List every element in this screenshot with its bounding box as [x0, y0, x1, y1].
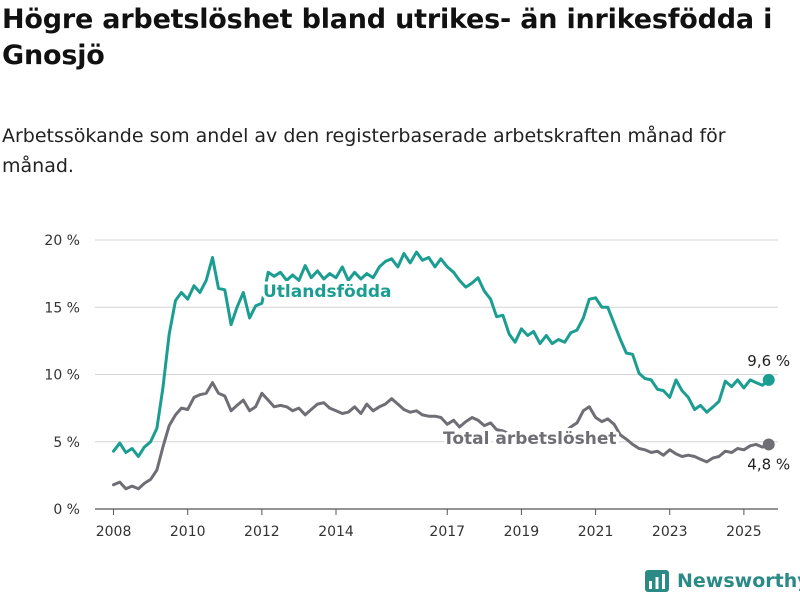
x-tick-label: 2017 [429, 524, 465, 540]
x-tick-label: 2010 [170, 524, 206, 540]
series-label-total: Total arbetslöshet [443, 429, 617, 449]
grid-lines [95, 239, 778, 510]
y-tick-label: 15 % [44, 300, 80, 316]
bar-chart-logo-icon [645, 570, 669, 592]
y-tick-label: 10 % [44, 368, 80, 384]
x-tick-label: 2008 [96, 524, 132, 540]
end-value-label-utlandsfodda: 9,6 % [747, 352, 790, 370]
chart-subtitle: Arbetssökande som andel av den registerb… [2, 125, 726, 177]
series-labels: Utlandsfödda Total arbetslöshet 9,6 % 4,8 % [260, 279, 790, 473]
x-axis-ticks: 2008 2010 2012 2014 2017 2019 2021 2023 2025 [96, 509, 762, 540]
x-tick-label: 2014 [318, 524, 354, 540]
series-lines [112, 250, 775, 491]
chart-title: Högre arbetslöshet bland utrikes- än inr… [2, 4, 773, 71]
series-line-0 [112, 250, 771, 458]
y-tick-label: 20 % [44, 233, 80, 249]
series-end-point-1 [762, 438, 775, 451]
end-value-label-total: 4,8 % [747, 455, 790, 473]
newsworthy-brand[interactable]: Newsworthy [645, 568, 800, 594]
x-tick-label: 2023 [652, 524, 688, 540]
series-end-point-0 [762, 373, 775, 386]
brand-name: Newsworthy [677, 570, 800, 592]
y-axis-ticks: 0 % 5 % 10 % 15 % 20 % [44, 233, 80, 518]
y-tick-label: 5 % [53, 435, 80, 451]
x-tick-label: 2012 [244, 524, 280, 540]
x-tick-label: 2019 [504, 524, 540, 540]
y-tick-label: 0 % [53, 502, 80, 518]
series-label-utlandsfodda: Utlandsfödda [263, 282, 392, 302]
series-line-1 [112, 381, 771, 491]
x-tick-label: 2021 [578, 524, 614, 540]
x-tick-label: 2025 [726, 524, 762, 540]
